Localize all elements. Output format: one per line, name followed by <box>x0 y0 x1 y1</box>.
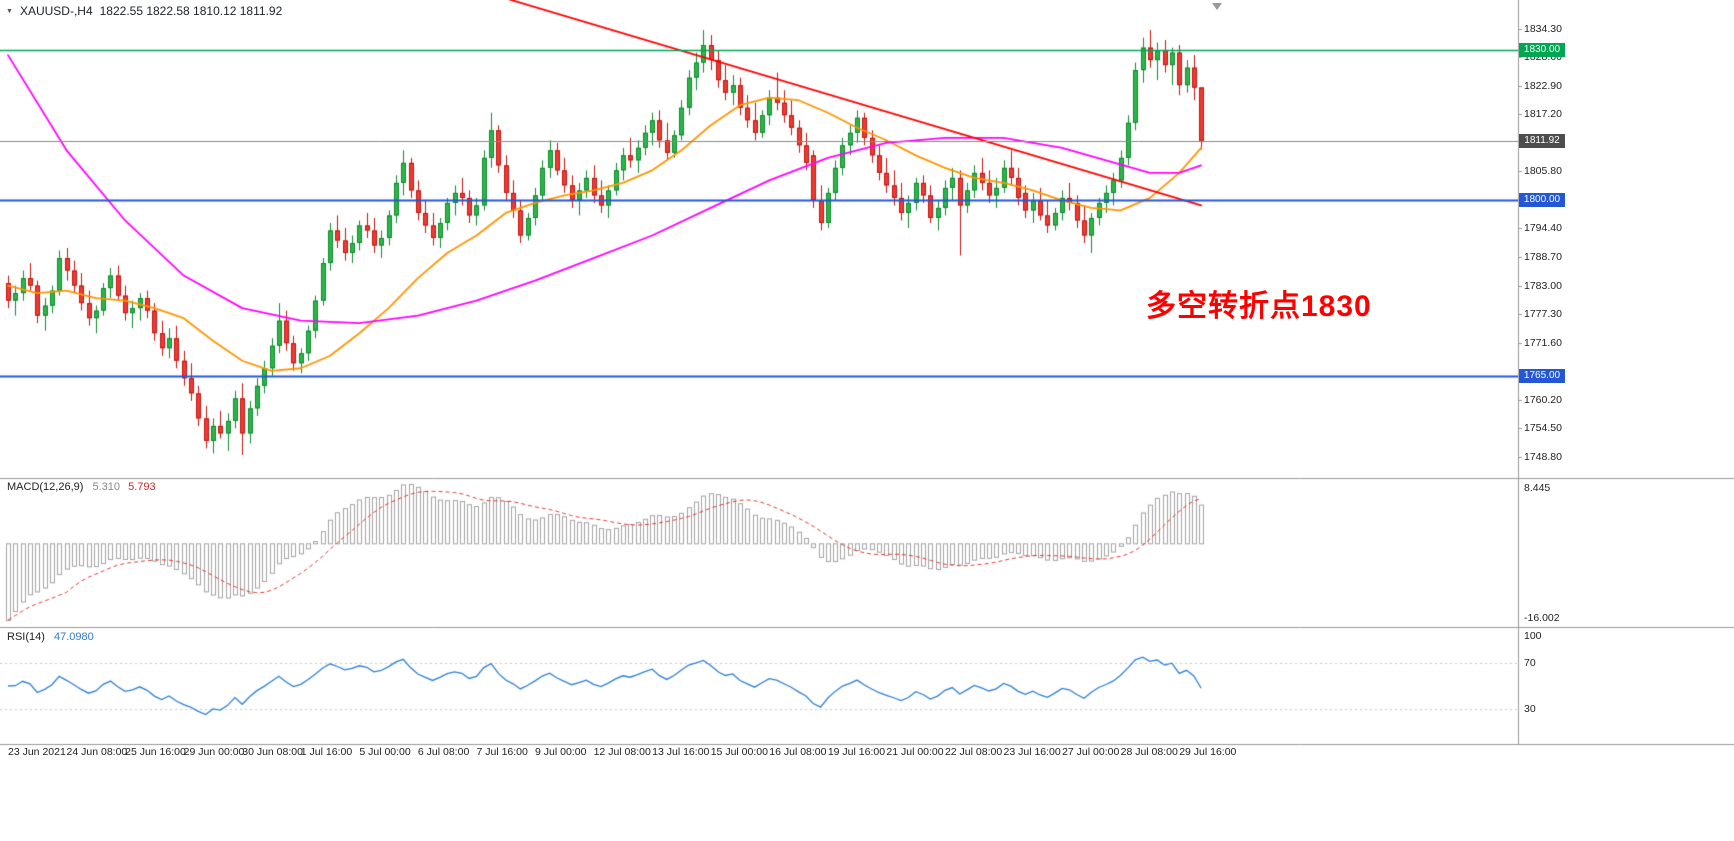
chart-shift-marker-icon[interactable] <box>1212 3 1222 10</box>
rsi-value: 47.0980 <box>53 631 94 643</box>
macd-indicator-name: MACD(12,26,9) <box>7 481 84 493</box>
macd-signal-value: 5.793 <box>128 481 156 493</box>
ohlc-values-label: 1822.55 1822.58 1810.12 1811.92 <box>99 4 283 18</box>
chart-header: ▼ XAUUSD-,H4 1822.55 1822.58 1810.12 181… <box>6 4 282 18</box>
annotation-text: 多空转折点1830 <box>1146 290 1372 323</box>
symbol-timeframe-label: XAUUSD-,H4 <box>19 4 93 18</box>
macd-panel-label: MACD(12,26,9) 5.310 5.793 <box>7 481 156 493</box>
symbol-dropdown-icon[interactable]: ▼ <box>6 7 13 15</box>
macd-main-value: 5.310 <box>92 481 121 493</box>
rsi-panel-label: RSI(14) 47.0980 <box>7 631 94 643</box>
rsi-indicator-name: RSI(14) <box>7 631 45 643</box>
